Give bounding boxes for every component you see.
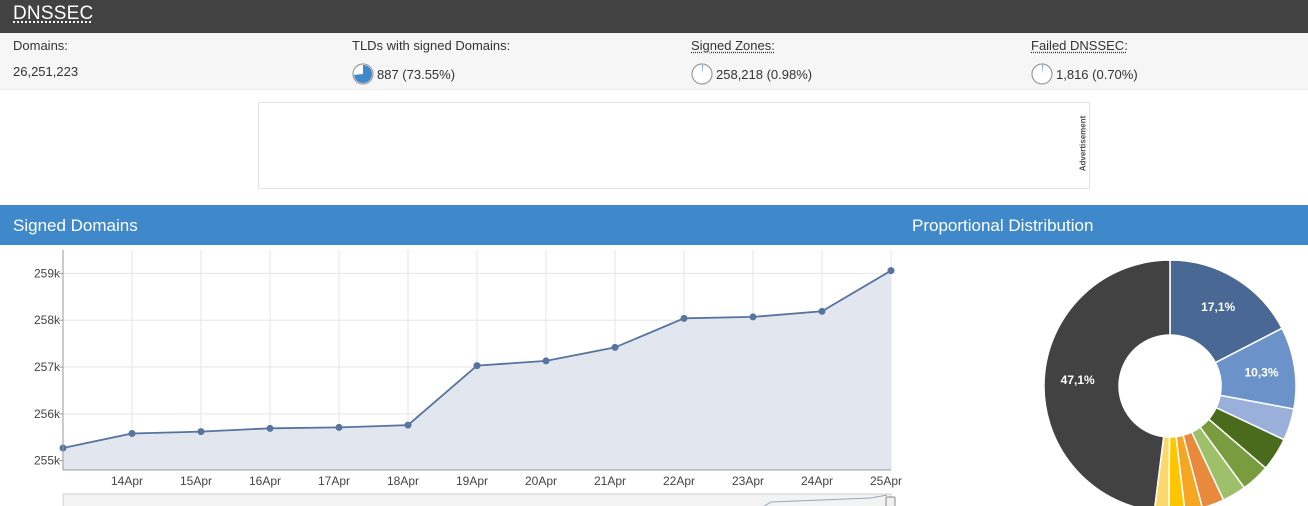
stat-signed-zones-row: 258,218 (0.98%): [691, 63, 812, 85]
x-tick-label: 17Apr: [318, 474, 350, 488]
proportional-distribution-chart[interactable]: 17,1% 10,3% 47,1%: [1030, 245, 1308, 506]
x-tick-label: 15Apr: [180, 474, 212, 488]
y-tick-label: 255k: [34, 454, 61, 468]
stat-failed-label[interactable]: Failed DNSSEC:: [1031, 38, 1128, 53]
y-tick-label: 256k: [34, 407, 61, 421]
x-tick-label: 22Apr: [663, 474, 695, 488]
tlds-pie-icon: [352, 63, 374, 85]
signed-domains-chart[interactable]: 255k 256k 257k 258k 259k 14Apr 15Apr 16Apr 17Apr…: [0, 245, 905, 506]
failed-pie-icon: [1031, 63, 1053, 85]
stat-failed-row: 1,816 (0.70%): [1031, 63, 1138, 85]
data-point: [404, 421, 412, 429]
data-point: [473, 362, 481, 370]
x-tick-label: 20Apr: [525, 474, 557, 488]
data-point: [818, 307, 826, 315]
signed-domains-title: Signed Domains: [13, 216, 138, 235]
pie-slice-label: 47,1%: [1061, 373, 1095, 387]
range-navigator-handle: [885, 496, 896, 506]
x-tick-label: 18Apr: [387, 474, 419, 488]
data-point: [266, 424, 274, 432]
y-tick-label: 257k: [34, 360, 61, 374]
signed-zones-pie-icon: [691, 63, 713, 85]
x-tick-label: 25Apr: [870, 474, 902, 488]
advertisement-label: Advertisement: [1075, 115, 1089, 175]
pie-slice: [1169, 259, 1284, 364]
data-point: [128, 429, 136, 437]
data-point: [542, 357, 550, 365]
x-tick-label: 21Apr: [594, 474, 626, 488]
x-tick-label: 14Apr: [111, 474, 143, 488]
range-navigator-series: [763, 494, 888, 506]
data-point: [611, 343, 619, 351]
stat-domains-value: 26,251,223: [13, 64, 79, 79]
x-tick-label: 23Apr: [732, 474, 764, 488]
advertisement-box[interactable]: Advertisement: [258, 102, 1090, 189]
top-header-bar: DNSSEC: [0, 0, 1308, 33]
section-header-bar: Signed Domains Proportional Distribution: [0, 205, 1308, 245]
y-tick-label: 259k: [34, 266, 61, 280]
page-title[interactable]: DNSSEC: [13, 3, 94, 24]
stat-signed-zones-label[interactable]: Signed Zones:: [691, 38, 775, 53]
x-tick-label: 19Apr: [456, 474, 488, 488]
data-point: [749, 313, 757, 321]
mini-pie-slice: [702, 65, 703, 74]
pie-slice: [1043, 259, 1171, 506]
mini-pie-slice: [1042, 65, 1043, 74]
data-point: [680, 314, 688, 322]
mini-pie-slice: [354, 65, 373, 83]
y-tick-label: 258k: [34, 313, 61, 327]
stats-bar: Domains: 26,251,223 TLDs with signed Dom…: [0, 33, 1308, 90]
stat-failed-value: 1,816 (0.70%): [1056, 66, 1138, 82]
pie-slice-label: 17,1%: [1201, 300, 1235, 314]
stat-domains-label: Domains:: [13, 38, 68, 53]
data-point: [197, 428, 205, 436]
stat-tlds-label: TLDs with signed Domains:: [352, 38, 511, 53]
stat-signed-zones-value: 258,218 (0.98%): [716, 66, 813, 82]
stat-tlds-row: 887 (73.55%): [352, 63, 455, 85]
stat-tlds-value: 887 (73.55%): [377, 66, 456, 82]
data-point: [335, 423, 343, 431]
pie-slice-label: 10,3%: [1245, 366, 1279, 380]
advertisement-text: Advertisement: [1078, 115, 1088, 172]
distribution-title: Proportional Distribution: [912, 216, 1094, 235]
x-tick-label: 24Apr: [801, 474, 833, 488]
data-point: [887, 267, 895, 275]
x-tick-label: 16Apr: [249, 474, 281, 488]
